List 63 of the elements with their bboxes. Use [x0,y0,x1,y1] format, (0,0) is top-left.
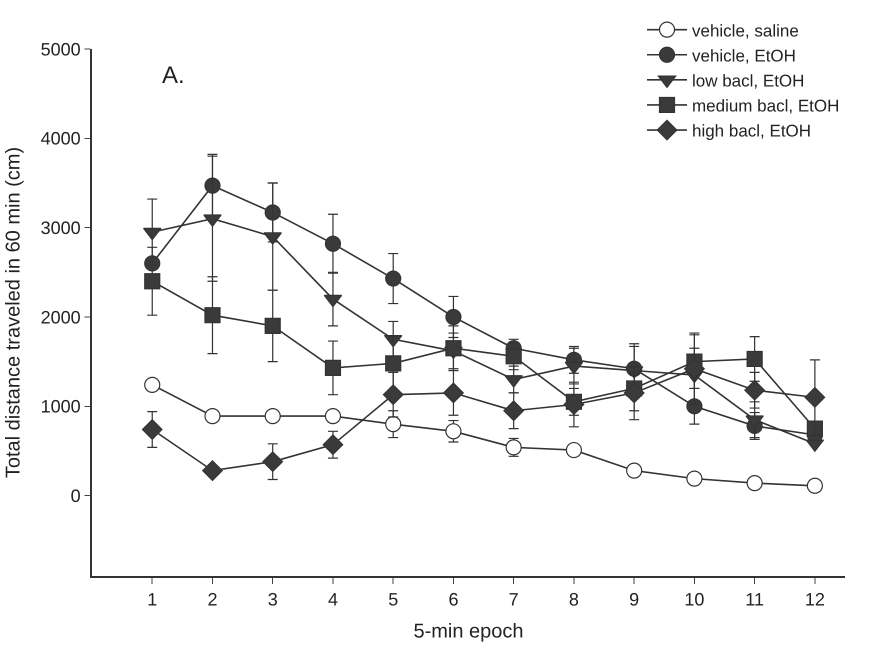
y-tick-label: 4000 [40,128,81,149]
y-tick-label: 0 [70,486,81,506]
point [264,408,281,424]
legend-label: low bacl, EtOH [692,71,804,90]
point [686,470,702,487]
point [506,348,522,364]
point [324,408,342,424]
point [324,236,342,252]
x-tick-label: 7 [508,589,519,610]
point [626,462,642,479]
point [204,408,221,424]
y-axis-title: Total distance traveled in 60 min (cm) [2,146,25,478]
point [142,419,163,440]
point [746,350,763,368]
point [624,382,645,404]
legend-label: vehicle, saline [692,21,799,40]
point [506,439,522,456]
point [204,178,221,194]
y-tick-label: 3000 [40,218,81,238]
y-tick-label: 1000 [40,396,81,417]
x-tick-label: 8 [568,589,579,610]
y-tick-label: 2000 [40,307,81,328]
point [806,420,823,437]
point [503,400,524,422]
point [204,307,221,324]
x-tick-label: 9 [629,589,640,610]
point [385,416,402,432]
point [445,340,462,356]
point [262,451,284,472]
point [746,475,763,492]
point [445,423,462,440]
point [264,318,281,334]
x-tick-label: 3 [268,589,278,610]
point [385,270,402,287]
point [202,460,223,481]
point [566,442,582,458]
point [144,273,160,290]
point [564,394,584,415]
point [144,376,160,393]
x-tick-label: 2 [207,589,218,610]
point [744,380,765,401]
point [806,478,823,494]
point [804,387,826,408]
x-tick-label: 10 [684,589,704,610]
x-tick-label: 12 [804,589,825,610]
point [324,360,342,376]
x-tick-label: 1 [147,589,158,610]
legend-label: vehicle, EtOH [692,46,796,66]
point [684,358,705,380]
x-tick-label: 6 [448,589,458,610]
point [443,382,464,404]
x-tick-label: 4 [328,589,338,610]
point [382,384,404,406]
x-tick-label: 5 [388,589,398,610]
legend-label: medium bacl, EtOH [692,96,840,116]
x-tick-label: 11 [745,589,764,610]
legend-label: high bacl, EtOH [692,122,812,141]
annotation: A. [162,62,185,89]
x-axis-title: 5-min epoch [413,620,524,642]
point [445,308,462,326]
point [322,434,344,456]
y-tick-label: 5000 [40,39,81,60]
point [385,355,402,372]
